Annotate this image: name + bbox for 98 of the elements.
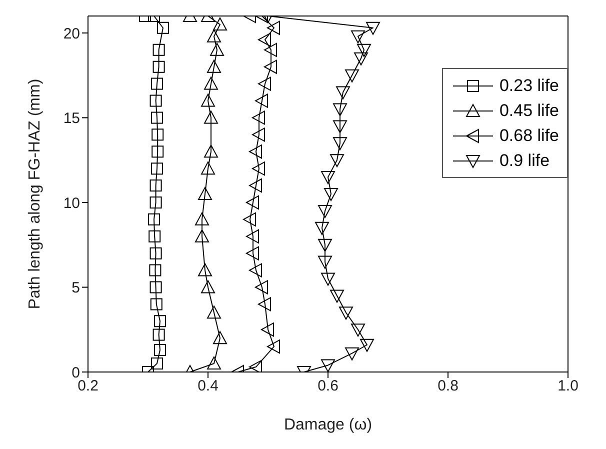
x-tick-label: 1.0 <box>558 378 578 395</box>
point <box>151 78 163 90</box>
point <box>345 347 359 360</box>
point <box>336 86 350 100</box>
point <box>201 162 215 175</box>
point <box>258 297 271 312</box>
point <box>210 42 224 56</box>
point <box>151 112 163 124</box>
point <box>330 154 344 168</box>
point <box>204 144 218 158</box>
point <box>152 146 164 158</box>
point <box>333 120 347 134</box>
x-tick-label: 0.8 <box>438 378 458 395</box>
point <box>246 195 259 210</box>
legend-label: 0.45 life <box>499 100 559 120</box>
point <box>201 94 215 107</box>
point <box>198 187 212 200</box>
point <box>152 128 164 141</box>
point <box>150 298 162 310</box>
point <box>321 359 335 372</box>
point <box>351 324 365 337</box>
point <box>154 344 166 356</box>
point <box>151 358 163 370</box>
point <box>150 180 162 192</box>
point <box>150 196 162 208</box>
point <box>333 137 347 150</box>
point <box>149 264 162 276</box>
point <box>150 281 162 294</box>
point <box>264 42 277 57</box>
point <box>261 322 274 337</box>
y-tick-label: 0 <box>72 364 80 382</box>
legend-label: 0.23 life <box>499 76 559 96</box>
y-tick-label: 10 <box>63 194 80 212</box>
y-tick-label: 5 <box>72 280 80 297</box>
legend-label: 0.9 life <box>499 150 550 170</box>
point <box>150 247 162 260</box>
point <box>333 103 347 116</box>
point <box>152 44 165 56</box>
point <box>255 280 268 294</box>
x-tick-label: 0.6 <box>318 378 338 395</box>
point <box>324 188 338 201</box>
point <box>207 356 221 370</box>
x-axis-title: Damage (ω) <box>284 416 372 434</box>
point <box>195 229 209 242</box>
point <box>252 162 265 176</box>
point <box>213 331 227 344</box>
point <box>195 212 209 226</box>
point <box>354 52 368 66</box>
point <box>246 229 259 244</box>
point <box>255 94 268 108</box>
x-tick-label: 0.4 <box>198 378 218 395</box>
y-tick-label: 15 <box>63 110 80 128</box>
point <box>204 76 218 90</box>
point <box>150 94 162 107</box>
point <box>148 230 161 242</box>
point <box>258 32 271 47</box>
point <box>267 340 280 354</box>
point <box>213 17 227 30</box>
point <box>249 360 262 372</box>
point <box>345 69 359 82</box>
point <box>152 60 165 73</box>
point <box>151 162 163 175</box>
point <box>252 110 265 125</box>
point <box>330 290 344 303</box>
point <box>249 263 262 278</box>
point <box>252 128 265 142</box>
point <box>204 110 218 124</box>
point <box>246 246 259 260</box>
point <box>154 315 166 328</box>
point <box>207 29 221 42</box>
point <box>207 60 221 73</box>
point <box>264 60 277 74</box>
point <box>243 212 256 226</box>
point <box>258 76 271 91</box>
point <box>198 263 212 276</box>
point <box>366 22 380 35</box>
point <box>321 272 335 286</box>
point <box>267 20 280 35</box>
point <box>148 213 160 226</box>
point <box>207 306 221 319</box>
point <box>249 144 262 159</box>
point <box>357 44 371 57</box>
point <box>339 306 353 320</box>
point <box>360 338 374 352</box>
y-axis-title: Path length along FG-HAZ (mm) <box>26 78 44 310</box>
point <box>152 328 165 341</box>
y-tick-label: 20 <box>63 25 80 42</box>
point <box>201 280 215 294</box>
legend-label: 0.68 life <box>499 126 559 146</box>
point <box>315 222 329 235</box>
x-tick-label: 0.2 <box>78 378 98 395</box>
point <box>157 22 169 34</box>
point <box>351 30 365 44</box>
point <box>321 171 335 184</box>
point <box>249 178 262 193</box>
point <box>318 238 332 252</box>
point <box>318 256 332 269</box>
point <box>318 204 332 218</box>
